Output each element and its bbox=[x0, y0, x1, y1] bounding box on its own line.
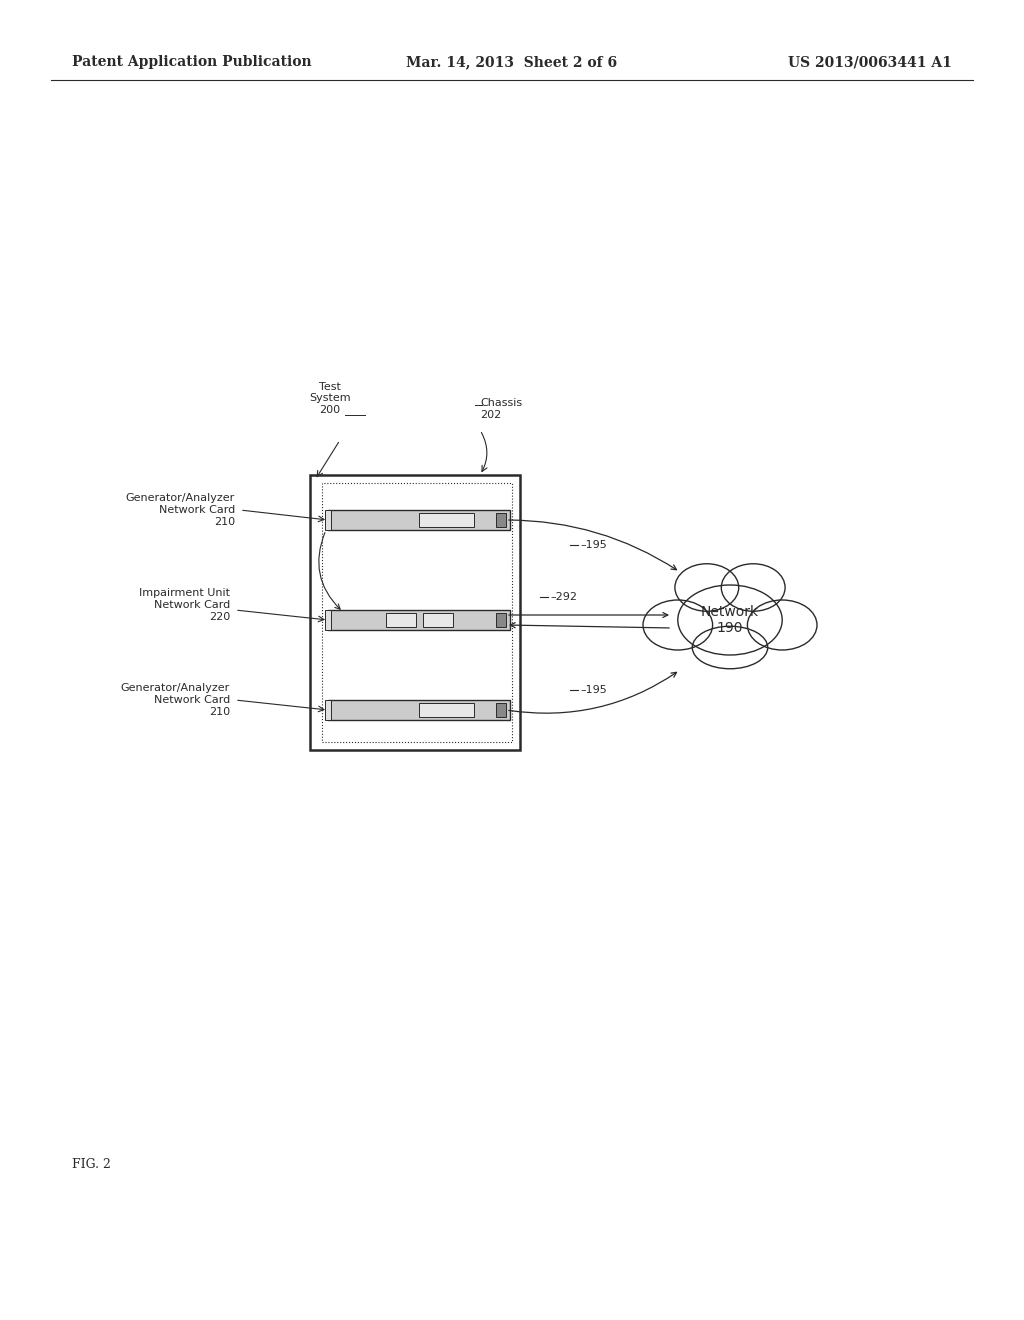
Text: Mar. 14, 2013  Sheet 2 of 6: Mar. 14, 2013 Sheet 2 of 6 bbox=[407, 55, 617, 69]
Bar bbox=[322, 483, 512, 742]
Bar bbox=[423, 612, 453, 627]
FancyArrowPatch shape bbox=[509, 672, 677, 713]
Bar bbox=[325, 510, 331, 531]
FancyArrowPatch shape bbox=[509, 520, 677, 570]
Bar bbox=[419, 513, 474, 527]
Bar bbox=[328, 700, 510, 719]
Ellipse shape bbox=[692, 626, 768, 669]
FancyArrowPatch shape bbox=[509, 612, 668, 618]
Bar bbox=[496, 704, 506, 717]
Bar bbox=[386, 612, 416, 627]
Text: Generator/Analyzer
Network Card
210: Generator/Analyzer Network Card 210 bbox=[126, 494, 234, 527]
Bar bbox=[310, 475, 520, 750]
Bar bbox=[328, 610, 510, 630]
Ellipse shape bbox=[748, 601, 817, 649]
Text: Impairment Unit
Network Card
220: Impairment Unit Network Card 220 bbox=[139, 589, 230, 622]
Text: FIG. 2: FIG. 2 bbox=[72, 1159, 111, 1172]
Bar bbox=[419, 704, 474, 717]
Bar bbox=[496, 612, 506, 627]
Text: –292: –292 bbox=[550, 591, 577, 602]
Bar bbox=[328, 510, 510, 531]
Ellipse shape bbox=[675, 564, 738, 611]
Text: Generator/Analyzer
Network Card
210: Generator/Analyzer Network Card 210 bbox=[121, 684, 230, 717]
FancyArrowPatch shape bbox=[510, 623, 670, 628]
Ellipse shape bbox=[678, 585, 782, 655]
Bar bbox=[496, 513, 506, 527]
Text: Patent Application Publication: Patent Application Publication bbox=[72, 55, 311, 69]
Text: –195: –195 bbox=[580, 540, 607, 550]
Text: US 2013/0063441 A1: US 2013/0063441 A1 bbox=[788, 55, 952, 69]
Bar bbox=[325, 610, 331, 630]
Text: Network
190: Network 190 bbox=[701, 605, 759, 635]
Text: Chassis
202: Chassis 202 bbox=[480, 399, 522, 420]
Ellipse shape bbox=[643, 601, 713, 649]
Ellipse shape bbox=[721, 564, 785, 611]
Text: –195: –195 bbox=[580, 685, 607, 696]
FancyArrowPatch shape bbox=[318, 532, 340, 610]
Bar bbox=[325, 700, 331, 719]
Text: Test
System
200: Test System 200 bbox=[309, 381, 351, 414]
